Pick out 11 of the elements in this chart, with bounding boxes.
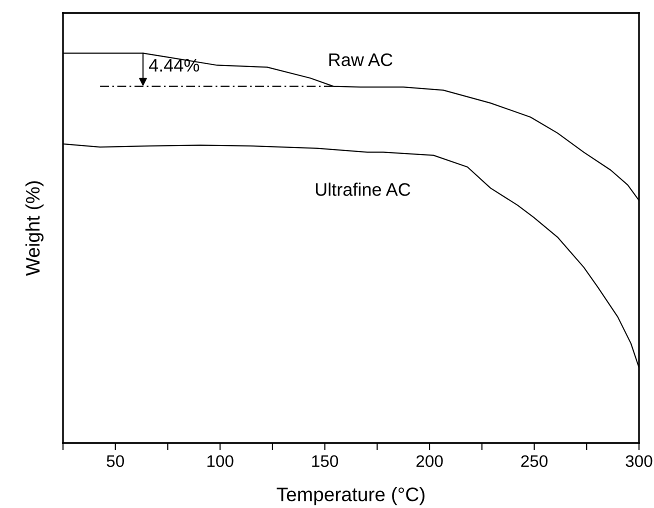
x-axis-title: Temperature (°C) <box>276 487 424 506</box>
x-tick-label: 100 <box>207 455 234 468</box>
series-label: Ultrafine AC <box>316 182 410 196</box>
x-tick-label: 300 <box>626 455 652 468</box>
x-tick-label: 50 <box>106 455 124 468</box>
annotation: 4.44% <box>148 58 200 72</box>
x-tick-label: 200 <box>416 455 443 468</box>
y-axis-title: Weight (%) <box>25 181 44 276</box>
x-tick-label: 250 <box>521 455 548 468</box>
x-tick-label: 150 <box>312 455 338 468</box>
series-label: Raw AC <box>329 53 392 66</box>
